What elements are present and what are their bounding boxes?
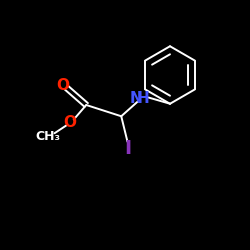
Text: H: H bbox=[136, 91, 149, 106]
Text: N: N bbox=[130, 91, 142, 106]
Text: I: I bbox=[124, 139, 131, 158]
Text: O: O bbox=[57, 78, 70, 93]
Text: O: O bbox=[64, 115, 76, 130]
Text: CH₃: CH₃ bbox=[35, 130, 60, 143]
